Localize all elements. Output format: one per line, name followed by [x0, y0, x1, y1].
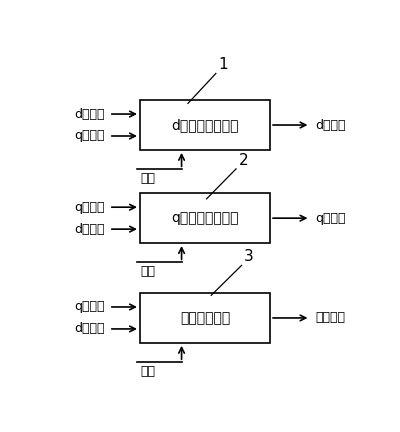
Bar	[140, 293, 270, 343]
Text: 转速: 转速	[140, 265, 155, 278]
Text: 转速: 转速	[140, 365, 155, 378]
Text: 转矩估算模型: 转矩估算模型	[180, 311, 230, 325]
Text: 1: 1	[218, 57, 228, 72]
Text: q轴电压: q轴电压	[74, 201, 104, 214]
Text: q轴电流: q轴电流	[74, 130, 104, 143]
Text: d轴电流: d轴电流	[315, 118, 346, 131]
Text: d轴电压: d轴电压	[74, 108, 104, 121]
Text: d轴电流估算模型: d轴电流估算模型	[171, 118, 239, 132]
Text: 转速: 转速	[140, 172, 155, 185]
Text: 3: 3	[244, 249, 254, 264]
Bar	[140, 100, 270, 150]
Text: d轴电流: d轴电流	[74, 322, 104, 335]
Text: q轴电流: q轴电流	[74, 301, 104, 314]
Text: q轴电流: q轴电流	[315, 212, 346, 225]
Text: 输出转矩: 输出转矩	[315, 311, 345, 324]
Text: q轴电流估算模型: q轴电流估算模型	[171, 211, 239, 225]
Text: 2: 2	[238, 152, 248, 168]
Text: d轴电流: d轴电流	[74, 222, 104, 235]
Bar	[140, 193, 270, 243]
